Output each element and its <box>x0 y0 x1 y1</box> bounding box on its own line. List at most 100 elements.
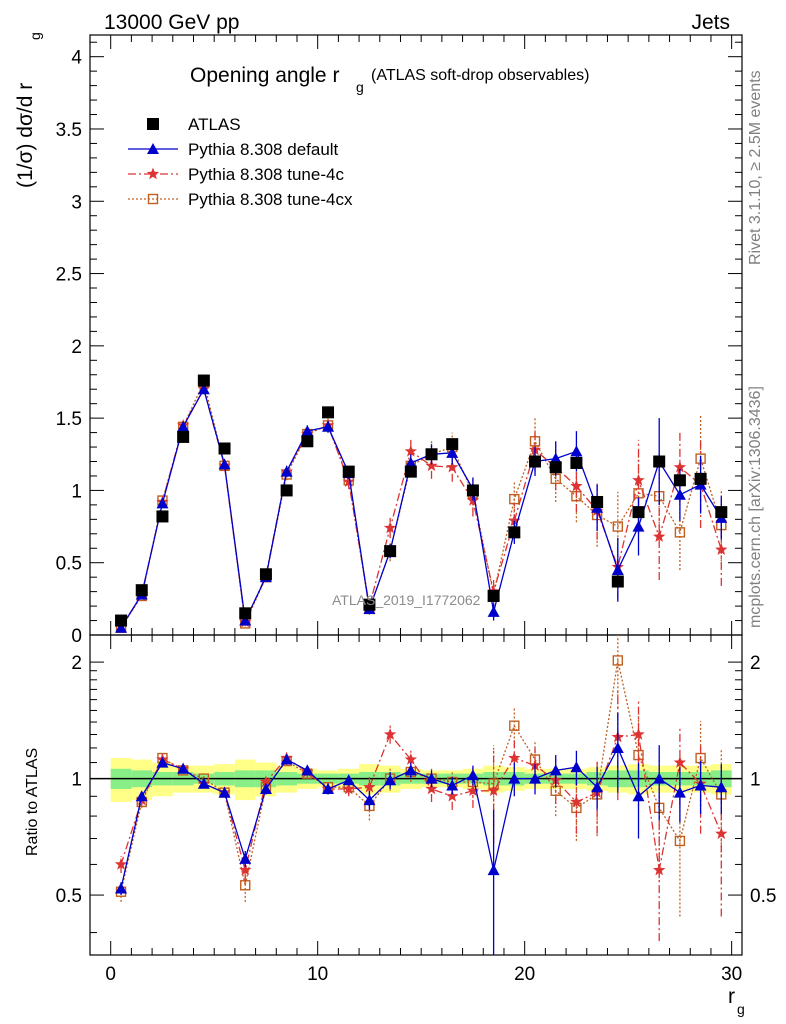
ratio-tune4c-series <box>114 691 728 942</box>
ratio-tune4cx-marker <box>674 835 686 847</box>
ratio-default-marker <box>115 882 128 894</box>
main-atlas-marker <box>239 607 252 620</box>
main-atlas-marker <box>342 465 355 478</box>
legend-label: ATLAS <box>188 115 241 134</box>
ratio-series-group <box>114 635 728 955</box>
main-atlas-marker <box>653 455 666 468</box>
ratio-tune4c-marker <box>404 753 417 765</box>
ratio-default-marker <box>135 790 148 802</box>
main-atlas-marker <box>591 495 604 508</box>
main-title: Opening angle r <box>190 64 339 87</box>
ratio-tune4c-line <box>120 733 722 871</box>
main-tune4c-marker <box>342 475 355 487</box>
main-atlas-marker <box>218 442 231 455</box>
ratio-tune4c-marker <box>114 857 128 870</box>
main-atlas-marker <box>156 510 169 523</box>
main-y-label: (1/σ) dσ/d r <box>14 83 37 188</box>
main-atlas-marker <box>404 465 417 478</box>
legend-marker <box>146 167 160 180</box>
main-atlas-marker <box>570 456 583 469</box>
main-default-marker <box>549 452 562 464</box>
main-y-tick-label: 1 <box>71 481 82 502</box>
main-atlas-marker <box>280 484 293 497</box>
ratio-tune4c-marker <box>508 751 521 764</box>
main-atlas-marker <box>694 472 707 485</box>
ratio-tune4cx-marker <box>612 655 624 666</box>
ratio-y-tick-label-right: 2 <box>750 653 761 674</box>
ratio-y-tick-label-left: 2 <box>71 653 82 674</box>
main-y-label-subscript: g <box>27 32 43 40</box>
main-default-marker <box>218 458 231 470</box>
ratio-default-marker <box>549 764 562 776</box>
ratio-tune4cx-marker <box>509 720 520 731</box>
main-atlas-marker <box>425 448 438 461</box>
main-y-tick-label: 3 <box>71 192 82 213</box>
main-atlas-series <box>115 374 728 627</box>
main-tune4cx-marker <box>674 527 686 538</box>
main-atlas-marker <box>466 484 479 497</box>
main-default-marker <box>570 445 583 457</box>
ratio-default-marker <box>342 774 355 786</box>
main-series-group <box>114 374 728 633</box>
main-y-tick-label: 1.5 <box>56 409 82 430</box>
ratio-default-marker <box>446 779 459 791</box>
main-atlas-marker <box>363 598 376 611</box>
ratio-y-tick-label-left: 0.5 <box>56 886 82 907</box>
main-tune4c-marker <box>715 543 728 555</box>
main-atlas-marker <box>632 506 645 519</box>
legend-label: Pythia 8.308 tune-4cx <box>188 190 353 209</box>
main-default-marker <box>322 420 335 432</box>
main-default-marker <box>280 465 293 477</box>
ratio-default-marker <box>239 852 252 864</box>
ratio-y-tick-label-right: 1 <box>750 770 761 791</box>
ratio-default-marker <box>591 781 604 793</box>
ratio-tune4c-marker <box>239 863 252 876</box>
main-tune4c-marker <box>570 479 583 492</box>
ratio-tune4c-marker <box>383 728 397 740</box>
ratio-x-tick-label: 20 <box>514 964 535 985</box>
main-y-axis: 0 0.5 1 1.5 2 2.5 3 3.5 4 <box>56 41 742 647</box>
ratio-tune4c-marker <box>342 782 355 795</box>
main-default-marker <box>197 383 210 395</box>
ratio-default-marker <box>632 790 645 802</box>
ratio-default-marker <box>197 777 210 789</box>
ratio-default-marker <box>322 782 335 794</box>
main-tune4c-marker <box>425 459 438 472</box>
ratio-tune4c-marker <box>487 784 500 796</box>
ratio-default-line <box>120 746 722 889</box>
main-atlas-marker <box>487 589 500 602</box>
ratio-tune4c-marker <box>570 795 583 808</box>
main-title-subscript: g <box>356 79 364 95</box>
main-default-marker <box>673 488 686 500</box>
main-tune4c-marker <box>383 521 397 534</box>
main-plot-panel: 0 0.5 1 1.5 2 2.5 3 3.5 4 Opening angle r g (ATL… <box>14 32 743 647</box>
main-tune4c-marker <box>508 514 521 526</box>
main-default-marker <box>611 563 624 575</box>
legend: ATLAS Pythia 8.308 default Pythia 8.308 tu… <box>128 115 353 209</box>
main-atlas-marker <box>384 545 397 558</box>
ratio-y-axis: 0.5 0.5 1 1 2 2 <box>56 653 776 934</box>
main-atlas-marker <box>115 614 128 627</box>
ratio-y-tick-label-left: 1 <box>71 770 82 791</box>
watermark: ATLAS_2019_I1772062 <box>332 592 481 608</box>
ratio-default-series <box>115 712 728 955</box>
main-default-marker <box>177 420 190 432</box>
ratio-tune4c-marker <box>632 728 645 740</box>
ratio-plot-panel: 0.5 0.5 1 1 2 2 0 10 20 30 Ratio to ATLAS r g <box>24 634 776 1017</box>
legend-label: Pythia 8.308 default <box>188 140 339 159</box>
main-default-marker <box>301 425 314 437</box>
main-y-tick-label: 0.5 <box>56 554 82 575</box>
legend-label: Pythia 8.308 tune-4c <box>188 165 344 184</box>
main-tune4c-marker <box>632 473 645 486</box>
main-atlas-marker <box>446 438 459 451</box>
ratio-default-marker <box>508 772 521 784</box>
side-label-bottom: mcplots.cern.ch [arXiv:1306.3436] <box>747 386 764 628</box>
main-tune4c-marker <box>653 530 666 542</box>
main-atlas-marker <box>197 374 210 387</box>
ratio-default-marker <box>363 794 376 806</box>
ratio-tune4c-marker <box>673 756 687 768</box>
main-atlas-marker <box>549 461 562 474</box>
main-y-tick-label: 0 <box>71 626 82 647</box>
ratio-tune4c-marker <box>446 789 459 802</box>
